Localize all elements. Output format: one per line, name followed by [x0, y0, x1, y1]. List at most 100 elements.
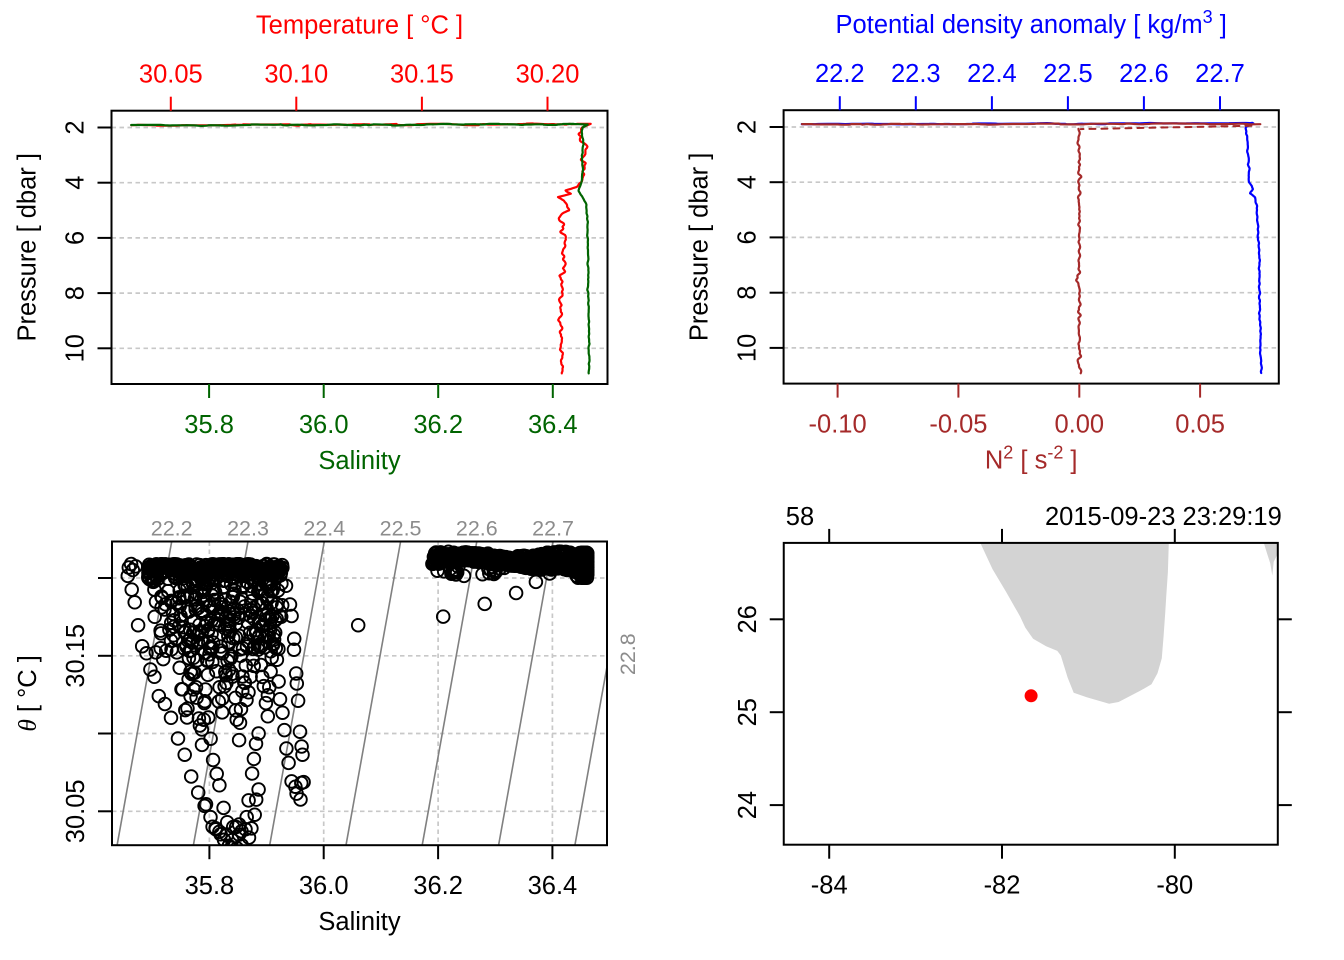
data-point	[292, 724, 308, 739]
data-point	[253, 581, 268, 597]
scatter-points	[120, 544, 595, 846]
data-point	[578, 555, 593, 570]
data-point	[248, 622, 264, 638]
data-point	[248, 792, 264, 807]
axis-title-left: Pressure [ dbar ]	[686, 153, 714, 342]
data-point	[244, 766, 260, 781]
axis-bottom: 35.8 36.0 36.2 36.4 Salinity	[184, 384, 578, 475]
data-point	[235, 641, 251, 656]
data-point	[163, 633, 179, 648]
data-point	[275, 705, 290, 720]
data-point	[196, 712, 212, 727]
tick-label: 36.2	[413, 872, 463, 900]
gridlines	[783, 126, 1279, 349]
data-point	[288, 666, 304, 681]
data-point	[253, 639, 268, 655]
data-point	[160, 560, 175, 576]
data-point	[263, 664, 278, 679]
data-point	[232, 715, 248, 731]
data-point	[350, 617, 366, 633]
tick-label: -0.10	[809, 411, 867, 439]
data-point	[213, 639, 229, 654]
data-point	[228, 819, 244, 835]
tick-label: 36.0	[299, 411, 349, 439]
data-point	[227, 557, 243, 573]
data-point	[157, 602, 172, 617]
data-point	[246, 658, 261, 674]
data-point	[246, 626, 261, 641]
axis-top	[828, 528, 1176, 543]
data-point	[190, 785, 206, 800]
tick-label: 30.15	[62, 624, 90, 688]
axis-title-top: Potential density anomaly [ kg/m3​ ]	[836, 7, 1227, 39]
tick-label: 4	[62, 176, 90, 190]
data-point	[134, 638, 150, 654]
data-point	[239, 809, 254, 825]
panel-content-profile-ts	[111, 122, 608, 375]
tick-label: -84	[811, 872, 848, 900]
tick-label: -82	[984, 872, 1021, 900]
data-point	[120, 568, 136, 584]
isopycnal-line	[497, 541, 554, 846]
axis-right	[1277, 618, 1292, 807]
data-point	[430, 563, 445, 578]
data-point	[177, 747, 192, 762]
data-point	[286, 642, 302, 657]
data-point	[289, 676, 305, 691]
data-point	[233, 594, 248, 610]
data-point	[188, 679, 204, 695]
panel-profile-density-n2: 22.2 22.3 22.4 22.5 22.6 22.7 Potential densit…	[686, 7, 1280, 475]
data-point	[435, 609, 451, 624]
land-polygon	[1263, 542, 1278, 576]
data-point	[205, 654, 220, 670]
data-point	[189, 653, 205, 668]
isopycnal-label: 22.5	[380, 517, 422, 541]
data-point	[261, 559, 276, 575]
data-point	[248, 736, 264, 751]
data-point	[127, 595, 142, 610]
data-point	[224, 832, 240, 846]
axis-bottom: 35.8 36.0 36.2 36.4 Salinity	[185, 845, 577, 936]
tick-label: 30.10	[264, 61, 328, 89]
data-point	[224, 840, 238, 846]
data-point	[228, 703, 243, 718]
data-point	[221, 662, 237, 678]
data-point	[243, 602, 258, 618]
data-point	[234, 837, 250, 846]
data-point	[256, 678, 272, 694]
data-point	[250, 630, 266, 646]
series-temperature	[130, 122, 592, 375]
data-point	[186, 665, 201, 681]
tick-label: 4	[734, 175, 762, 189]
isopycnal-line	[574, 662, 607, 846]
tick-label: 2	[734, 120, 762, 134]
panel-content-map	[980, 542, 1278, 704]
tick-label: 36.2	[413, 411, 463, 439]
tick-label: 6	[734, 230, 762, 244]
data-point	[197, 695, 212, 711]
axis-title-left: θ [ °C ]	[13, 655, 42, 732]
tick-label: 2	[62, 120, 90, 134]
data-point	[286, 631, 302, 647]
tick-label: 26	[734, 605, 762, 633]
axis-title-top: Temperature [ °C ]	[256, 12, 463, 40]
tick-label: 22.5	[1043, 60, 1093, 88]
tick-label: -0.05	[929, 411, 987, 439]
isopycnal-label: 22.8	[616, 633, 640, 675]
axis-left: 30.15 30.05 θ [ °C ]	[13, 577, 112, 843]
data-point	[194, 722, 210, 737]
tick-label: 0.00	[1054, 411, 1104, 439]
tick-label: 35.8	[184, 411, 234, 439]
data-point	[176, 620, 192, 635]
data-point	[271, 641, 286, 657]
data-point	[202, 598, 218, 614]
data-point	[260, 629, 275, 645]
data-point	[187, 592, 202, 607]
isopycnal-label: 22.2	[151, 517, 193, 541]
data-point	[296, 774, 311, 790]
panel-content-ts-diagram	[112, 541, 607, 846]
data-point	[290, 693, 306, 708]
data-point	[250, 584, 266, 600]
axis-bottom: -84 -82 -80	[811, 844, 1193, 900]
isopycnal-line	[268, 541, 326, 846]
